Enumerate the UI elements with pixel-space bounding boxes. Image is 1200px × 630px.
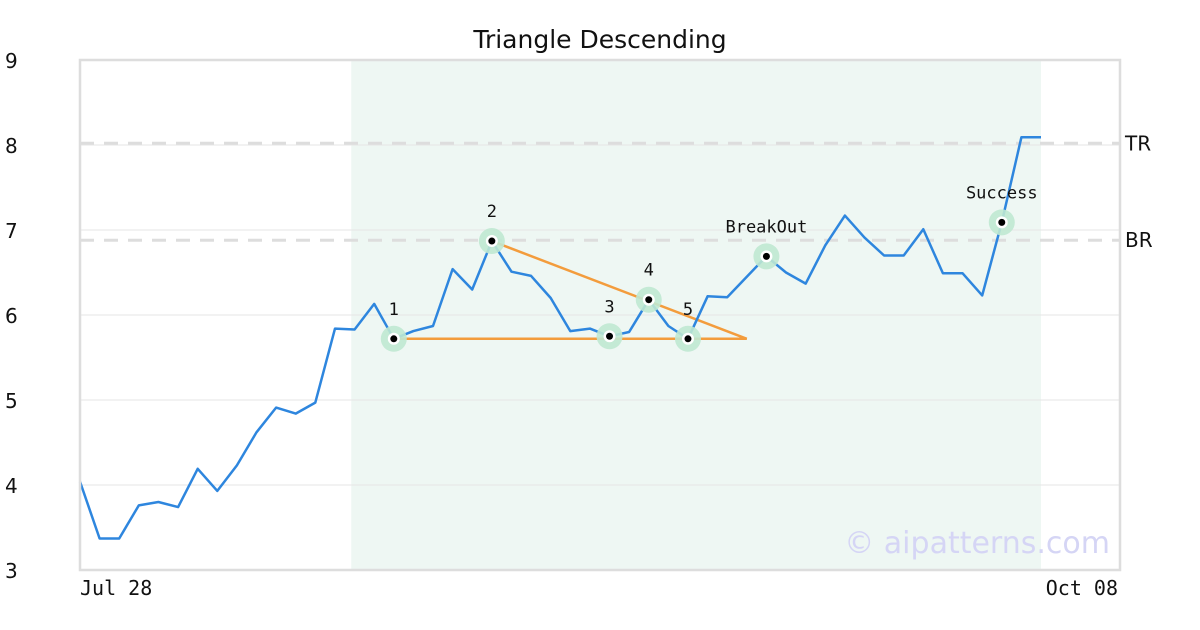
x-tick-label-start: Jul 28 xyxy=(80,576,152,600)
pattern-markers: 1 2 3 4 5 BreakOut Success xyxy=(380,183,1038,352)
watermark: © aipatterns.com xyxy=(844,526,1110,561)
price-series-line xyxy=(78,136,1041,540)
plot-frame xyxy=(78,58,1122,572)
y-tick-label: 3 xyxy=(5,559,18,583)
marker-dot-2 xyxy=(488,237,496,245)
level-label-tr: TR xyxy=(1124,131,1151,155)
y-axis-ticks: 3 4 5 6 7 8 9 xyxy=(5,49,18,583)
marker-dot-success xyxy=(998,218,1006,226)
marker-dot-5 xyxy=(684,335,692,343)
triangle-line xyxy=(491,239,748,340)
y-tick-label: 6 xyxy=(5,304,18,328)
point-label-2: 2 xyxy=(487,202,497,222)
marker-dot-4 xyxy=(645,296,653,304)
y-tick-label: 4 xyxy=(5,474,18,498)
y-tick-label: 9 xyxy=(5,49,18,73)
y-tick-label: 5 xyxy=(5,389,18,413)
point-label-breakout: BreakOut xyxy=(725,217,807,237)
marker-dot-1 xyxy=(390,335,398,343)
level-label-br: BR xyxy=(1125,228,1153,252)
point-label-4: 4 xyxy=(644,261,654,281)
level-lines: TR BR xyxy=(80,131,1153,252)
y-tick-label: 7 xyxy=(5,219,18,243)
point-label-3: 3 xyxy=(604,297,614,317)
x-tick-label-end: Oct 08 xyxy=(1046,576,1118,600)
marker-dot-3 xyxy=(606,332,614,340)
point-label-1: 1 xyxy=(389,300,399,320)
point-label-success: Success xyxy=(966,183,1038,203)
marker-dot-breakout xyxy=(762,252,770,260)
point-label-5: 5 xyxy=(683,300,693,320)
chart-title: Triangle Descending xyxy=(472,25,726,54)
y-tick-label: 8 xyxy=(5,134,18,158)
gridlines xyxy=(80,144,1120,486)
